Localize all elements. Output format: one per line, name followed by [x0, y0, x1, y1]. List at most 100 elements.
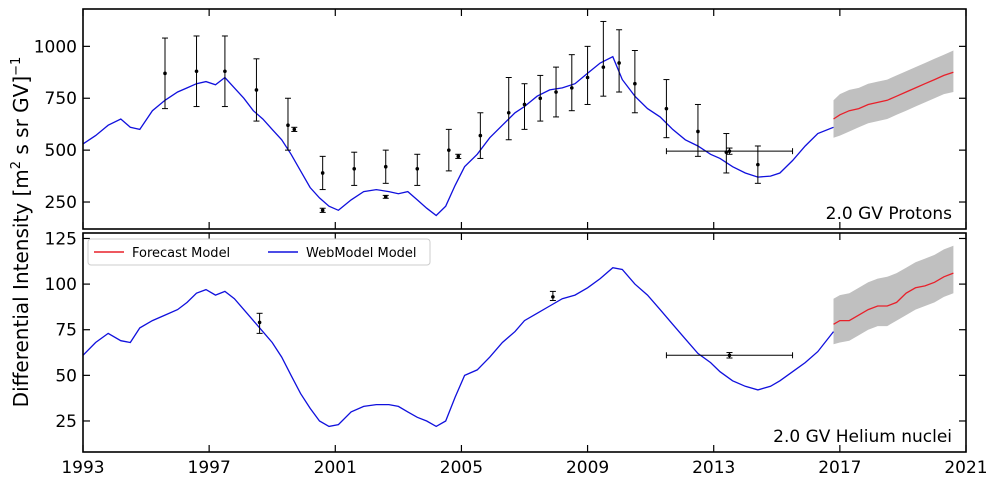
measurement-point — [414, 153, 421, 186]
data-marker — [538, 96, 543, 101]
measurement-point — [553, 66, 560, 118]
measurement-point — [221, 35, 228, 108]
data-marker — [257, 320, 262, 325]
forecast-uncertainty-band — [833, 50, 954, 138]
measurement-point — [256, 312, 263, 334]
data-marker — [292, 127, 297, 132]
panel-frame — [82, 8, 967, 230]
data-marker — [320, 208, 325, 213]
protons-panel: 250 500 750 1000 2.0 GV Protons — [34, 8, 967, 230]
measurement-point — [193, 35, 200, 108]
data-marker — [756, 162, 760, 167]
measurement-point — [319, 155, 326, 191]
measurement-point — [382, 194, 389, 199]
measurement-point — [253, 58, 260, 122]
data-marker — [601, 65, 606, 69]
measurement-point — [549, 290, 556, 302]
forecast-model-line — [833, 71, 954, 120]
measurement-point — [455, 153, 462, 159]
data-marker — [383, 164, 388, 169]
data-marker — [696, 129, 700, 134]
data-marker — [286, 123, 290, 128]
y-axis-label: Differential Intensity [m2 s sr GV]−1 — [9, 57, 33, 408]
helium-panel: 25 50 75 100 125 2.0 GV Helium nuclei — [45, 229, 967, 453]
legend-webmodel-label: WebModel Model — [306, 246, 417, 261]
data-marker — [320, 171, 325, 175]
measurement-point — [537, 74, 544, 122]
x-tick-label: 2001 — [314, 458, 357, 478]
data-marker — [727, 353, 732, 358]
webmodel-model-line — [82, 55, 834, 217]
forecast-uncertainty-band — [833, 245, 954, 345]
measurement-point — [665, 352, 794, 359]
y-tick-label: 500 — [45, 141, 77, 161]
measurement-point — [665, 147, 794, 155]
measurement-point — [663, 79, 670, 139]
x-tick-label: 1997 — [188, 458, 231, 478]
x-tick-label: 2013 — [692, 458, 735, 478]
panel-frame — [82, 232, 967, 453]
data-marker — [522, 102, 527, 107]
data-marker — [727, 149, 732, 153]
y-axis-label-main: Differential Intensity [m — [9, 169, 33, 407]
x-tick-labels: 1993 1997 2001 2005 2009 2013 2017 2021 — [61, 458, 987, 478]
x-tick-label: 2017 — [818, 458, 861, 478]
measurement-point — [382, 149, 389, 184]
data-marker — [585, 75, 590, 80]
protons-panel-annotation: 2.0 GV Protons — [826, 204, 952, 224]
data-marker — [254, 88, 259, 92]
measurement-point — [284, 97, 291, 151]
data-marker — [456, 154, 461, 159]
helium-panel-annotation: 2.0 GV Helium nuclei — [773, 427, 952, 447]
webmodel-model-line — [82, 267, 835, 428]
measurement-point — [505, 76, 512, 141]
measurement-point — [723, 133, 730, 174]
measurement-point — [477, 112, 484, 159]
data-marker — [223, 69, 227, 74]
measurement-point — [616, 29, 623, 93]
measurement-point — [568, 54, 575, 112]
measurement-point — [351, 151, 358, 186]
y-axis-label-sup1: 2 — [9, 161, 24, 169]
measurement-point — [600, 20, 607, 97]
y-tick-label: 125 — [45, 229, 77, 249]
data-marker — [506, 110, 511, 115]
data-marker — [415, 167, 420, 171]
y-tick-label: 1000 — [34, 37, 77, 57]
data-marker — [554, 90, 558, 94]
measurement-point — [754, 145, 761, 184]
measurement-point — [319, 207, 326, 213]
y-tick-label: 100 — [45, 275, 77, 295]
measurement-point — [694, 103, 701, 157]
measurement-point — [521, 83, 528, 130]
data-marker — [163, 71, 167, 76]
measurement-point — [584, 45, 591, 105]
data-marker — [383, 195, 388, 199]
y-tick-label: 50 — [55, 366, 77, 386]
forecast-model-line — [833, 272, 954, 325]
y-axis-label-sup2: −1 — [9, 57, 24, 76]
data-marker — [447, 148, 451, 152]
data-marker — [551, 295, 555, 299]
y-axis-label-mid: s sr GV] — [9, 76, 33, 161]
data-marker — [478, 133, 483, 138]
x-tick-label: 1993 — [61, 458, 104, 478]
data-marker — [633, 81, 637, 86]
legend-box — [87, 238, 431, 266]
y-tick-label: 250 — [45, 193, 77, 213]
measurement-point — [445, 128, 452, 172]
y-tick-label: 75 — [55, 321, 77, 341]
legend-forecast-label: Forecast Model — [132, 246, 230, 261]
data-marker — [570, 86, 574, 90]
data-marker — [664, 106, 669, 111]
x-tick-label: 2021 — [944, 458, 987, 478]
data-marker — [617, 61, 621, 65]
data-marker — [194, 69, 199, 74]
measurement-point — [291, 126, 298, 132]
legend: Forecast Model WebModel Model — [87, 238, 431, 266]
measurement-point — [631, 50, 638, 114]
y-tick-label: 750 — [45, 89, 77, 109]
measurement-point — [161, 37, 168, 110]
y-tick-label: 25 — [55, 412, 77, 432]
